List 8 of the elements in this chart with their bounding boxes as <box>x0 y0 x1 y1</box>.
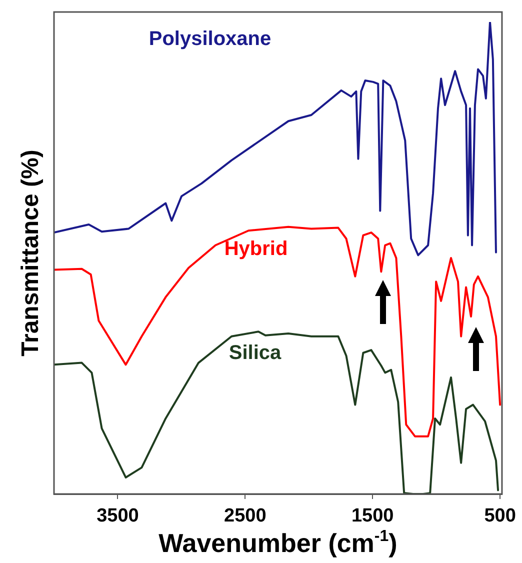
x-tick-label: 1500 <box>351 506 394 527</box>
x-tick-label: 2500 <box>224 506 266 527</box>
y-axis-title: Transmittance (%) <box>17 150 44 356</box>
x-tick-label: 3500 <box>96 506 139 527</box>
series-label: Silica <box>228 342 282 364</box>
series-label: Hybrid <box>224 238 288 260</box>
x-tick-label: 500 <box>484 506 516 527</box>
text: Polysiloxane <box>148 28 272 50</box>
